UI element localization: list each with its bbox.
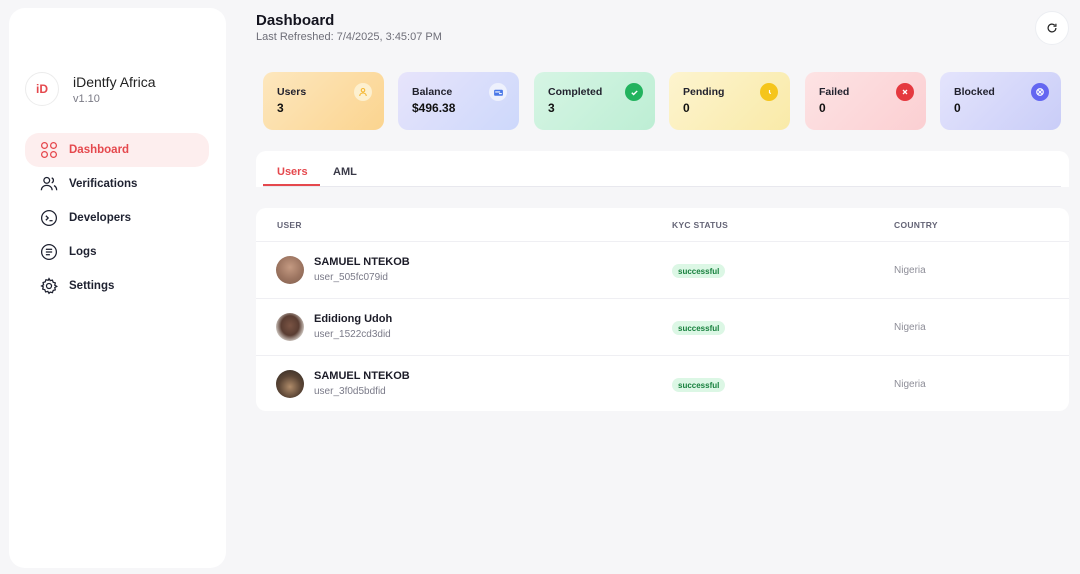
user-id: user_3f0d5bdfid [314,386,386,397]
wallet-icon [489,83,507,101]
check-circle-icon [625,83,643,101]
stat-value: 3 [277,101,284,115]
stat-value: $496.38 [412,101,456,115]
sidebar-item-label: Settings [69,280,115,292]
country: Nigeria [894,322,926,333]
stat-label: Balance [412,86,453,98]
sidebar-item-label: Verifications [69,178,138,190]
brand-version: v1.10 [73,93,100,105]
sidebar-item-settings[interactable]: Settings [25,269,209,303]
stat-label: Failed [819,86,850,98]
active-tab-indicator [263,184,320,186]
avatar [276,313,304,341]
user-id: user_1522cd3did [314,329,391,340]
tab-users[interactable]: Users [277,166,308,178]
sidebar: iD iDentfy Africa v1.10 Dashboard Ver [9,8,226,568]
terminal-icon [39,208,59,228]
column-header-country: COUNTRY [894,220,938,230]
user-id: user_505fc079id [314,272,388,283]
sidebar-item-label: Developers [69,212,132,224]
column-header-kyc-status: KYC STATUS [672,220,729,230]
sidebar-nav: Dashboard Verifications Developers [25,133,209,303]
clock-icon [760,83,778,101]
table-row[interactable]: Edidiong Udoh user_1522cd3did successful… [256,298,1069,355]
last-refreshed: Last Refreshed: 7/4/2025, 3:45:07 PM [256,31,442,43]
stat-value: 0 [819,101,826,115]
sidebar-item-dashboard[interactable]: Dashboard [25,133,209,167]
user-name: Edidiong Udoh [314,313,393,325]
refresh-button[interactable] [1035,11,1069,45]
tab-aml[interactable]: AML [333,166,357,178]
user-name: SAMUEL NTEKOB [314,256,410,268]
blocked-icon [1031,83,1049,101]
stat-label: Blocked [954,86,995,98]
stat-label: Pending [683,86,725,98]
stat-value: 0 [683,101,690,115]
grid-icon [39,140,59,160]
kyc-status-badge: successful [672,378,726,392]
refresh-icon [1046,22,1058,34]
country: Nigeria [894,379,926,390]
tabs-divider [263,186,1061,187]
stat-card-balance: Balance $496.38 [398,72,519,130]
sidebar-item-label: Logs [69,246,97,258]
brand: iD iDentfy Africa v1.10 [25,72,155,106]
user-name: SAMUEL NTEKOB [314,370,410,382]
x-circle-icon [896,83,914,101]
stat-card-pending: Pending 0 [669,72,790,130]
kyc-status-badge: successful [672,264,726,278]
avatar [276,370,304,398]
gear-icon [39,276,59,296]
table-row[interactable]: SAMUEL NTEKOB user_505fc079id successful… [256,241,1069,298]
user-icon [354,83,372,101]
stat-card-completed: Completed 3 [534,72,655,130]
stat-label: Users [277,86,307,98]
stat-value: 0 [954,101,961,115]
kyc-status-badge: successful [672,321,726,335]
column-header-user: USER [277,220,302,230]
users-table: USER KYC STATUS COUNTRY SAMUEL NTEKOB us… [256,208,1069,411]
tabs-bar: Users AML [256,151,1069,187]
sidebar-item-logs[interactable]: Logs [25,235,209,269]
sidebar-item-developers[interactable]: Developers [25,201,209,235]
page-title: Dashboard [256,12,335,29]
brand-name: iDentfy Africa [73,74,156,90]
brand-logo: iD [25,72,59,106]
table-row[interactable]: SAMUEL NTEKOB user_3f0d5bdfid successful… [256,355,1069,412]
country: Nigeria [894,265,926,276]
list-icon [39,242,59,262]
sidebar-item-label: Dashboard [69,144,130,156]
stat-value: 3 [548,101,555,115]
stat-card-users: Users 3 [263,72,384,130]
stat-card-blocked: Blocked 0 [940,72,1061,130]
sidebar-item-verifications[interactable]: Verifications [25,167,209,201]
avatar [276,256,304,284]
stat-label: Completed [548,86,603,98]
users-icon [39,174,59,194]
stat-card-failed: Failed 0 [805,72,926,130]
